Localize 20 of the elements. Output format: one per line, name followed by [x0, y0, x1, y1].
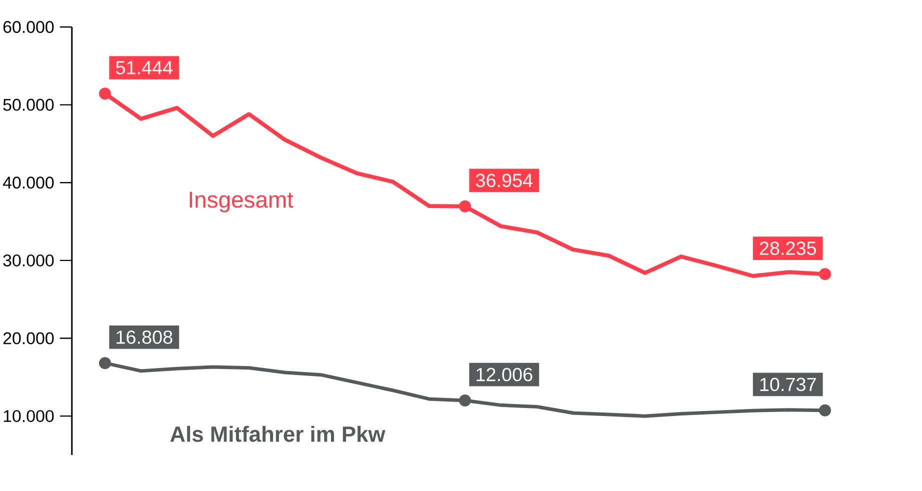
point	[819, 268, 832, 280]
data-label: 36.954	[476, 174, 533, 188]
data-label: 10.737	[760, 378, 816, 392]
y-tick-label: 50.000	[3, 98, 54, 111]
data-label: 12.006	[476, 368, 532, 382]
y-tick-label: 20.000	[3, 332, 54, 344]
point	[99, 357, 112, 370]
point	[459, 394, 472, 406]
series-label: Insgesamt	[190, 192, 294, 212]
data-label: 16.808	[116, 330, 172, 344]
point	[459, 200, 472, 212]
point	[819, 404, 832, 416]
y-tick-label: 60.000	[3, 20, 54, 33]
point	[99, 88, 112, 100]
data-label: 51.444	[116, 61, 173, 74]
series-label: Als Mitfahrer im Pkw	[170, 426, 386, 442]
y-tick-label: 10.000	[4, 410, 54, 422]
y-tick-label: 30.000	[3, 254, 54, 266]
y-tick-label: 40.000	[2, 176, 54, 189]
data-label: 28.235	[760, 242, 816, 255]
